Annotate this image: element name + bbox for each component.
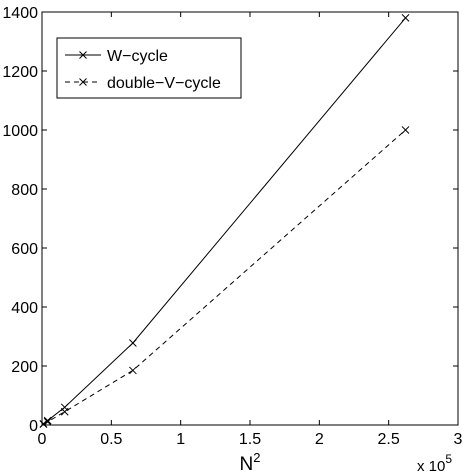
x-tick-label: 1.5 bbox=[239, 431, 261, 448]
series-double-v-cycle bbox=[39, 126, 410, 428]
tick-marks bbox=[41, 11, 459, 426]
tick-labels: 0 0.5 1 1.5 2 2.5 3 0 200 400 600 800 1000 1200 1400 bbox=[2, 5, 462, 448]
y-tick-label: 800 bbox=[11, 182, 38, 199]
data-point bbox=[129, 339, 137, 347]
x-marker-stroke bbox=[79, 51, 87, 59]
x-marker-stroke bbox=[401, 126, 410, 134]
x-marker-stroke bbox=[129, 339, 137, 347]
x-exponent-base: x 10 bbox=[417, 458, 445, 474]
x-axis-exponent-label: x 105 bbox=[417, 452, 452, 474]
legend-marker bbox=[79, 78, 87, 86]
x-exponent-power: 5 bbox=[445, 452, 452, 466]
y-tick-label: 200 bbox=[11, 359, 38, 376]
legend-entry: double−V−cycle bbox=[65, 75, 221, 92]
data-point bbox=[43, 417, 52, 426]
y-tick-label: 1400 bbox=[2, 5, 38, 22]
x-marker-stroke bbox=[129, 366, 137, 375]
x-axis-label: N2 bbox=[240, 450, 261, 474]
x-marker-stroke bbox=[43, 417, 52, 426]
x-marker-stroke bbox=[39, 420, 48, 428]
x-tick-label: 2 bbox=[315, 431, 324, 448]
legend-label: W−cycle bbox=[107, 48, 168, 65]
data-point bbox=[39, 420, 48, 428]
legend-label: double−V−cycle bbox=[107, 75, 221, 92]
y-tick-label: 400 bbox=[11, 300, 38, 317]
x-tick-label: 2.5 bbox=[378, 431, 400, 448]
data-point bbox=[129, 366, 137, 375]
x-axis-label-base: N bbox=[240, 454, 254, 474]
data-point bbox=[60, 407, 69, 416]
x-tick-label: 1 bbox=[176, 431, 185, 448]
legend-marker bbox=[79, 51, 87, 59]
x-marker-stroke bbox=[79, 78, 87, 86]
y-tick-label: 0 bbox=[29, 418, 38, 435]
data-point bbox=[401, 126, 410, 134]
series-line bbox=[43, 129, 406, 425]
y-tick-label: 600 bbox=[11, 241, 38, 258]
series-lines bbox=[39, 14, 410, 428]
x-tick-label: 0 bbox=[38, 431, 47, 448]
y-tick-label: 1000 bbox=[2, 123, 38, 140]
data-point bbox=[401, 14, 410, 22]
x-axis-label-superscript: 2 bbox=[253, 450, 260, 465]
legend: W−cycle double−V−cycle bbox=[56, 37, 242, 99]
legend-entry: W−cycle bbox=[65, 48, 168, 65]
legend-box bbox=[56, 37, 242, 99]
x-marker-stroke bbox=[401, 14, 410, 22]
y-tick-label: 1200 bbox=[2, 64, 38, 81]
x-tick-label: 3 bbox=[454, 431, 463, 448]
x-tick-label: 0.5 bbox=[100, 431, 122, 448]
x-marker-stroke bbox=[60, 407, 69, 416]
